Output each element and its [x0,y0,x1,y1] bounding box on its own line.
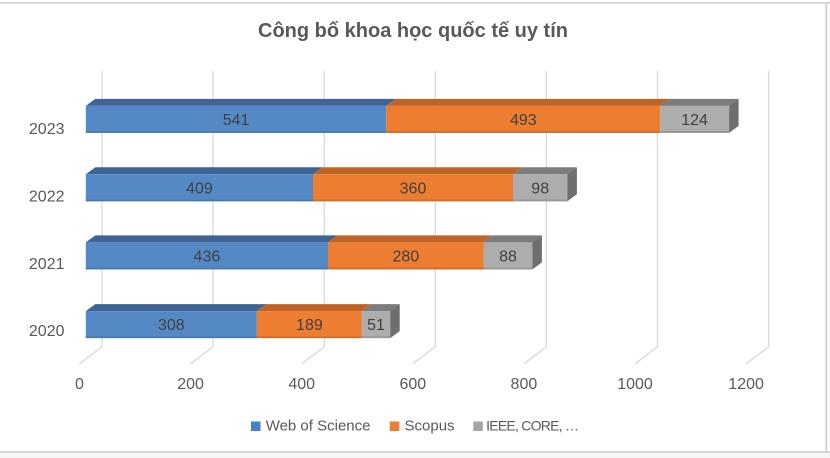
svg-text:Scopus: Scopus [405,418,455,435]
svg-text:2020: 2020 [29,323,65,340]
svg-text:360: 360 [400,180,427,197]
svg-text:800: 800 [511,376,538,393]
svg-text:124: 124 [681,112,708,129]
svg-text:409: 409 [186,180,213,197]
svg-text:0: 0 [75,376,84,393]
svg-text:493: 493 [510,112,537,129]
svg-text:2021: 2021 [29,256,65,273]
svg-text:51: 51 [367,317,385,334]
svg-text:98: 98 [531,180,549,197]
svg-text:280: 280 [392,248,419,265]
svg-text:Công bố khoa học quốc tế uy tí: Công bố khoa học quốc tế uy tín [258,20,568,42]
svg-text:2023: 2023 [29,121,65,138]
svg-text:400: 400 [288,376,315,393]
svg-text:88: 88 [499,248,517,265]
svg-text:1000: 1000 [617,376,653,393]
svg-text:541: 541 [223,112,250,129]
svg-text:436: 436 [194,248,221,265]
svg-text:IEEE, CORE, …: IEEE, CORE, … [486,418,578,434]
svg-text:308: 308 [158,317,185,334]
svg-text:1200: 1200 [728,376,764,393]
svg-text:600: 600 [399,376,426,393]
svg-text:200: 200 [177,376,204,393]
svg-text:2022: 2022 [29,189,65,206]
svg-text:189: 189 [296,317,323,334]
svg-text:Web of Science: Web of Science [266,418,371,435]
